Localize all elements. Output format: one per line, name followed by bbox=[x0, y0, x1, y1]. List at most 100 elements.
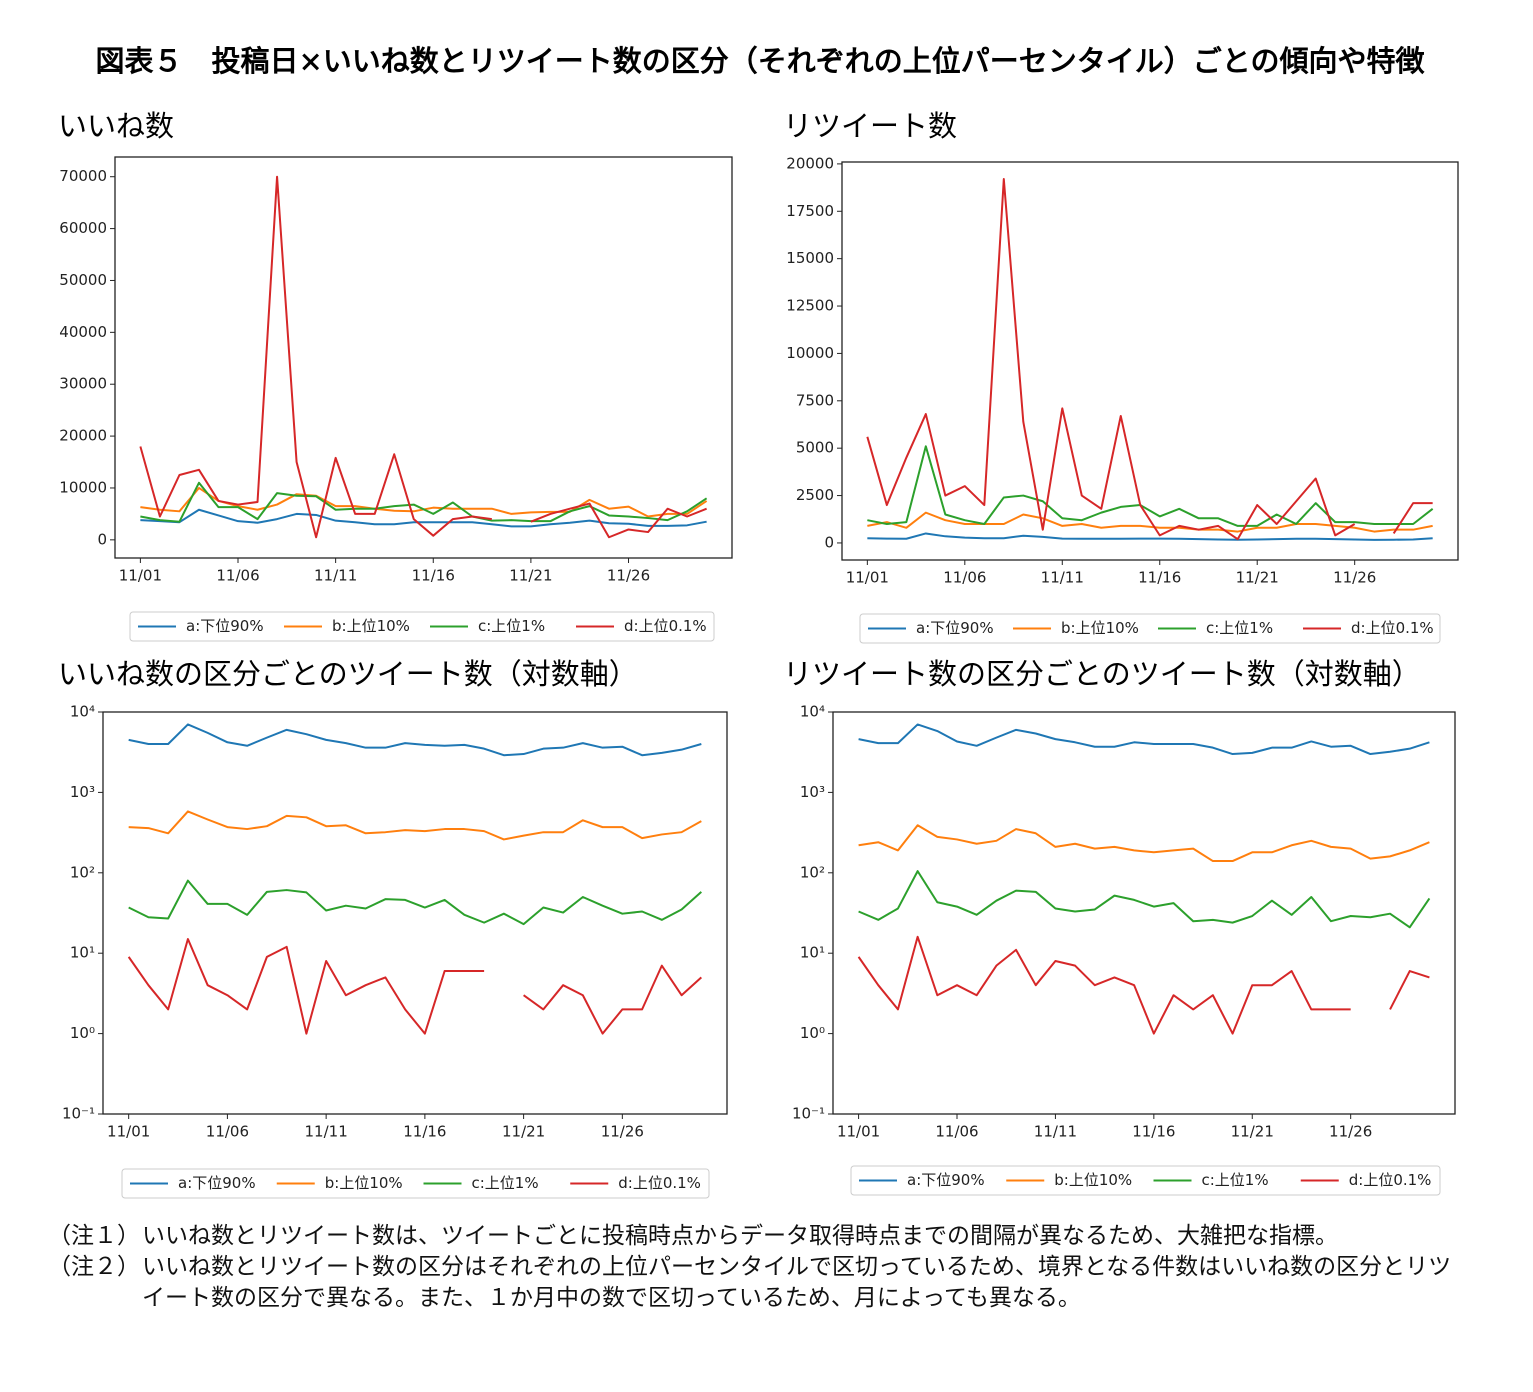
chart-title: リツイート数 bbox=[783, 109, 957, 143]
y-tick-label: 50000 bbox=[59, 271, 107, 289]
x-tick-label: 11/11 bbox=[1041, 569, 1084, 587]
y-tick-label: 10⁰ bbox=[70, 1024, 95, 1042]
x-tick-label: 11/01 bbox=[846, 569, 889, 587]
y-tick-label: 17500 bbox=[786, 202, 834, 220]
note-text: いいね数とリツイート数の区分はそれぞれの上位パーセンタイルで区切っているため、境… bbox=[142, 1254, 1452, 1311]
series-line bbox=[867, 532, 1433, 541]
x-tick-label: 11/11 bbox=[1034, 1123, 1077, 1141]
x-tick-label: 11/11 bbox=[314, 567, 357, 585]
y-tick-label: 10¹ bbox=[800, 944, 825, 962]
y-tick-label: 10000 bbox=[786, 344, 834, 362]
legend-label: c:上位1% bbox=[1202, 1171, 1269, 1189]
figure-title: 図表５ 投稿日×いいね数とリツイート数の区分（それぞれの上位パーセンタイル）ごと… bbox=[95, 44, 1425, 78]
legend-label: a:下位90% bbox=[178, 1174, 256, 1192]
y-tick-label: 10⁴ bbox=[800, 703, 825, 721]
series-line bbox=[867, 445, 1434, 527]
note-label: （注１） bbox=[48, 1223, 140, 1249]
y-tick-label: 60000 bbox=[59, 219, 107, 237]
x-tick-label: 11/06 bbox=[206, 1123, 249, 1141]
chart-title: いいね数の区分ごとのツイート数（対数軸） bbox=[58, 657, 638, 691]
x-tick-label: 11/16 bbox=[412, 567, 455, 585]
series-line bbox=[858, 723, 1430, 756]
series-line bbox=[128, 723, 702, 757]
series-line bbox=[128, 879, 702, 926]
y-tick-label: 10⁻¹ bbox=[62, 1105, 95, 1123]
y-tick-label: 7500 bbox=[796, 391, 834, 409]
x-tick-label: 11/21 bbox=[1236, 569, 1279, 587]
plot-frame bbox=[841, 161, 1459, 561]
legend-label: d:上位0.1% bbox=[624, 617, 707, 635]
y-tick-label: 10³ bbox=[70, 783, 95, 801]
legend-label: c:上位1% bbox=[478, 617, 545, 635]
y-tick-label: 10³ bbox=[800, 783, 825, 801]
y-tick-label: 30000 bbox=[59, 375, 107, 393]
y-tick-label: 10¹ bbox=[70, 944, 95, 962]
legend-label: d:上位0.1% bbox=[618, 1174, 701, 1192]
note: （注１） いいね数とリツイート数は、ツイートごとに投稿時点からデータ取得時点までの… bbox=[48, 1221, 1488, 1252]
legend bbox=[129, 611, 715, 642]
x-tick-label: 11/21 bbox=[1231, 1123, 1274, 1141]
y-tick-label: 70000 bbox=[59, 167, 107, 185]
plot-frame bbox=[832, 711, 1456, 1115]
x-tick-label: 11/01 bbox=[119, 567, 162, 585]
chart-title: リツイート数の区分ごとのツイート数（対数軸） bbox=[783, 657, 1421, 691]
y-tick-label: 10² bbox=[70, 863, 95, 881]
series-line bbox=[139, 175, 707, 539]
series-line bbox=[128, 810, 702, 841]
y-tick-label: 10000 bbox=[59, 478, 107, 496]
series-line bbox=[866, 178, 1433, 541]
legend-label: b:上位10% bbox=[325, 1174, 403, 1192]
x-tick-label: 11/06 bbox=[943, 569, 986, 587]
x-tick-label: 11/16 bbox=[1138, 569, 1181, 587]
x-tick-label: 11/01 bbox=[837, 1123, 880, 1141]
legend-label: a:下位90% bbox=[186, 617, 264, 635]
legend bbox=[121, 1168, 710, 1199]
legend bbox=[850, 1165, 1441, 1196]
x-tick-label: 11/16 bbox=[1132, 1123, 1175, 1141]
x-tick-label: 11/06 bbox=[935, 1123, 978, 1141]
y-tick-label: 0 bbox=[824, 533, 834, 551]
series-line bbox=[140, 481, 708, 523]
series-line bbox=[857, 935, 1430, 1035]
chart-title: いいね数 bbox=[58, 109, 174, 143]
legend-label: d:上位0.1% bbox=[1351, 619, 1434, 637]
series-line bbox=[140, 508, 707, 528]
notes: （注１） いいね数とリツイート数は、ツイートごとに投稿時点からデータ取得時点までの… bbox=[48, 1221, 1488, 1314]
x-tick-label: 11/21 bbox=[509, 567, 552, 585]
y-tick-label: 10⁻¹ bbox=[792, 1105, 825, 1123]
legend-label: c:上位1% bbox=[472, 1174, 539, 1192]
x-tick-label: 11/01 bbox=[107, 1123, 150, 1141]
x-tick-label: 11/26 bbox=[1329, 1123, 1372, 1141]
series-line bbox=[867, 511, 1433, 533]
legend-label: a:下位90% bbox=[907, 1171, 985, 1189]
series-line bbox=[858, 824, 1430, 863]
y-tick-label: 5000 bbox=[796, 439, 834, 457]
y-tick-label: 10⁰ bbox=[800, 1024, 825, 1042]
x-tick-label: 11/21 bbox=[502, 1123, 545, 1141]
y-tick-label: 20000 bbox=[786, 154, 834, 172]
y-tick-label: 20000 bbox=[59, 427, 107, 445]
legend-label: b:上位10% bbox=[1061, 619, 1139, 637]
legend-label: d:上位0.1% bbox=[1349, 1171, 1432, 1189]
plot-frame bbox=[102, 711, 728, 1115]
note-label: （注２） bbox=[48, 1254, 140, 1280]
legend bbox=[859, 613, 1441, 644]
y-tick-label: 0 bbox=[97, 530, 107, 548]
x-tick-label: 11/26 bbox=[1333, 569, 1376, 587]
plot-frame bbox=[114, 156, 733, 559]
note-text: いいね数とリツイート数は、ツイートごとに投稿時点からデータ取得時点までの間隔が異… bbox=[142, 1223, 1338, 1249]
y-tick-label: 2500 bbox=[796, 486, 834, 504]
y-tick-label: 15000 bbox=[786, 249, 834, 267]
note: （注２） いいね数とリツイート数の区分はそれぞれの上位パーセンタイルで区切っている… bbox=[48, 1252, 1488, 1314]
y-tick-label: 12500 bbox=[786, 297, 834, 315]
series-line bbox=[127, 938, 703, 1035]
legend-label: c:上位1% bbox=[1206, 619, 1273, 637]
x-tick-label: 11/16 bbox=[403, 1123, 446, 1141]
x-tick-label: 11/11 bbox=[305, 1123, 348, 1141]
x-tick-label: 11/26 bbox=[601, 1123, 644, 1141]
x-tick-label: 11/06 bbox=[216, 567, 259, 585]
legend-label: a:下位90% bbox=[916, 619, 994, 637]
y-tick-label: 40000 bbox=[59, 323, 107, 341]
